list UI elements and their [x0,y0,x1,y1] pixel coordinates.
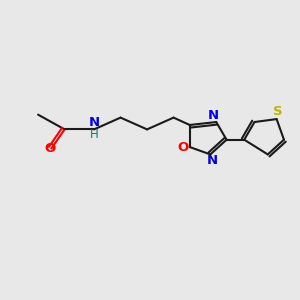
Text: O: O [44,142,56,155]
Text: N: N [208,109,219,122]
Text: N: N [89,116,100,129]
Text: N: N [206,154,218,167]
Text: O: O [178,141,189,154]
Text: H: H [90,128,99,141]
Text: S: S [273,105,283,118]
